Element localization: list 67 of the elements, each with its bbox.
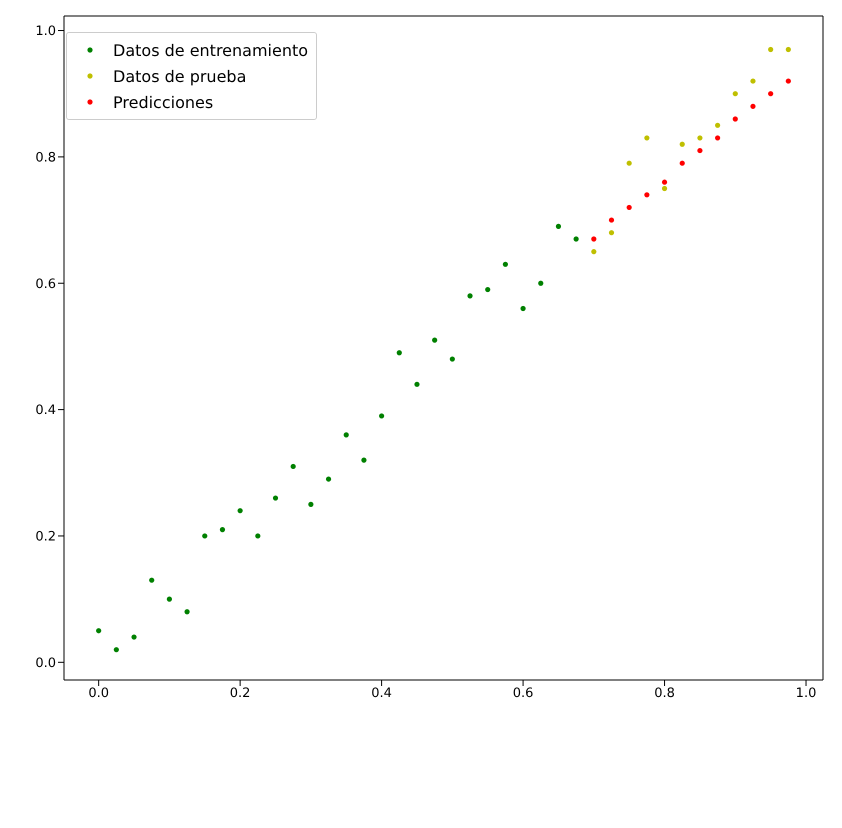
point bbox=[166, 596, 172, 602]
x-tick-label: 0.2 bbox=[230, 686, 250, 702]
point bbox=[255, 533, 260, 539]
point bbox=[608, 217, 614, 223]
point bbox=[414, 382, 420, 387]
x-tick-label: 0.8 bbox=[654, 686, 675, 702]
point bbox=[786, 46, 791, 52]
point bbox=[626, 204, 632, 210]
point bbox=[574, 236, 579, 242]
point bbox=[786, 78, 791, 84]
point bbox=[591, 249, 596, 254]
point bbox=[344, 432, 349, 438]
point bbox=[149, 578, 154, 583]
point bbox=[715, 122, 720, 128]
point bbox=[485, 286, 490, 292]
point bbox=[114, 647, 119, 652]
point bbox=[697, 148, 703, 154]
point bbox=[608, 230, 614, 236]
point bbox=[662, 186, 668, 192]
point bbox=[662, 180, 668, 185]
x-tick-label: 0.6 bbox=[512, 686, 534, 702]
point bbox=[556, 224, 562, 229]
point bbox=[697, 135, 703, 141]
x-tick-label: 0.0 bbox=[88, 686, 110, 702]
point bbox=[131, 634, 137, 640]
point bbox=[361, 458, 367, 463]
point bbox=[732, 91, 738, 96]
point bbox=[202, 533, 208, 539]
point bbox=[768, 46, 774, 52]
point bbox=[644, 135, 650, 141]
point bbox=[502, 262, 508, 267]
point bbox=[680, 160, 685, 166]
point bbox=[538, 280, 544, 286]
x-tick-label: 1.0 bbox=[796, 686, 816, 702]
y-tick-label: 0.0 bbox=[35, 656, 56, 671]
point bbox=[520, 306, 526, 312]
point bbox=[467, 293, 473, 298]
point bbox=[432, 338, 438, 343]
y-tick-label: 0.2 bbox=[35, 530, 56, 545]
y-tick-label: 0.4 bbox=[35, 403, 56, 418]
legend-label: Predicciones bbox=[113, 92, 214, 112]
point bbox=[326, 476, 332, 482]
point bbox=[379, 413, 384, 419]
point bbox=[450, 356, 455, 362]
point bbox=[715, 135, 720, 141]
legend-label: Datos de entrenamiento bbox=[113, 40, 308, 60]
x-tick-label: 0.4 bbox=[371, 686, 392, 702]
point bbox=[220, 527, 226, 532]
legend-label: Datos de prueba bbox=[113, 66, 246, 86]
point bbox=[290, 464, 296, 470]
y-tick-label: 0.8 bbox=[35, 150, 56, 166]
point bbox=[96, 628, 102, 634]
point bbox=[238, 508, 243, 514]
point bbox=[644, 192, 650, 198]
point bbox=[732, 116, 738, 122]
point bbox=[591, 236, 596, 242]
point bbox=[184, 609, 190, 614]
point bbox=[626, 160, 632, 166]
point bbox=[680, 142, 685, 147]
point bbox=[768, 91, 774, 96]
point bbox=[396, 350, 402, 356]
point bbox=[750, 78, 756, 84]
point bbox=[750, 104, 756, 109]
point bbox=[308, 502, 314, 507]
y-tick-label: 0.6 bbox=[35, 276, 56, 292]
y-tick-label: 1.0 bbox=[35, 24, 56, 40]
point bbox=[272, 495, 278, 501]
